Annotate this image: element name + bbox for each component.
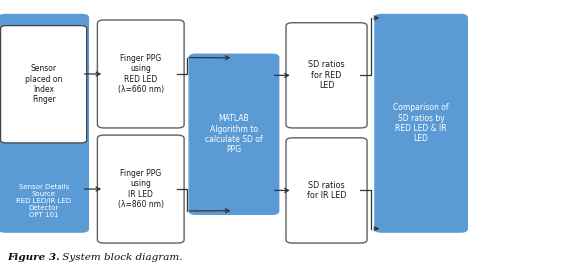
Text: Sensor
placed on
Index
Finger: Sensor placed on Index Finger xyxy=(25,64,62,104)
Text: Finger PPG
using
RED LED
(λ=660 nm): Finger PPG using RED LED (λ=660 nm) xyxy=(118,54,164,94)
FancyBboxPatch shape xyxy=(286,138,367,243)
Text: Comparison of
SD ratios by
RED LED & IR
LED: Comparison of SD ratios by RED LED & IR … xyxy=(394,103,449,143)
Text: Sensor Details
Source
RED LED/IR LED
Detector
OPT 101: Sensor Details Source RED LED/IR LED Det… xyxy=(16,184,71,218)
FancyBboxPatch shape xyxy=(189,54,279,214)
FancyBboxPatch shape xyxy=(286,23,367,128)
Text: SD ratios
for RED
LED: SD ratios for RED LED xyxy=(308,61,345,90)
Text: Finger PPG
using
IR LED
(λ=860 nm): Finger PPG using IR LED (λ=860 nm) xyxy=(118,169,164,209)
Text: SD ratios
for IR LED: SD ratios for IR LED xyxy=(307,181,346,200)
FancyBboxPatch shape xyxy=(97,135,184,243)
FancyBboxPatch shape xyxy=(97,20,184,128)
FancyBboxPatch shape xyxy=(0,15,88,232)
FancyBboxPatch shape xyxy=(375,15,467,232)
FancyBboxPatch shape xyxy=(1,25,87,143)
Text: MATLAB
Algorithm to
calculate SD of
PPG: MATLAB Algorithm to calculate SD of PPG xyxy=(205,114,263,154)
Text: System block diagram.: System block diagram. xyxy=(59,253,182,262)
Text: Figure 3.: Figure 3. xyxy=(7,253,60,262)
